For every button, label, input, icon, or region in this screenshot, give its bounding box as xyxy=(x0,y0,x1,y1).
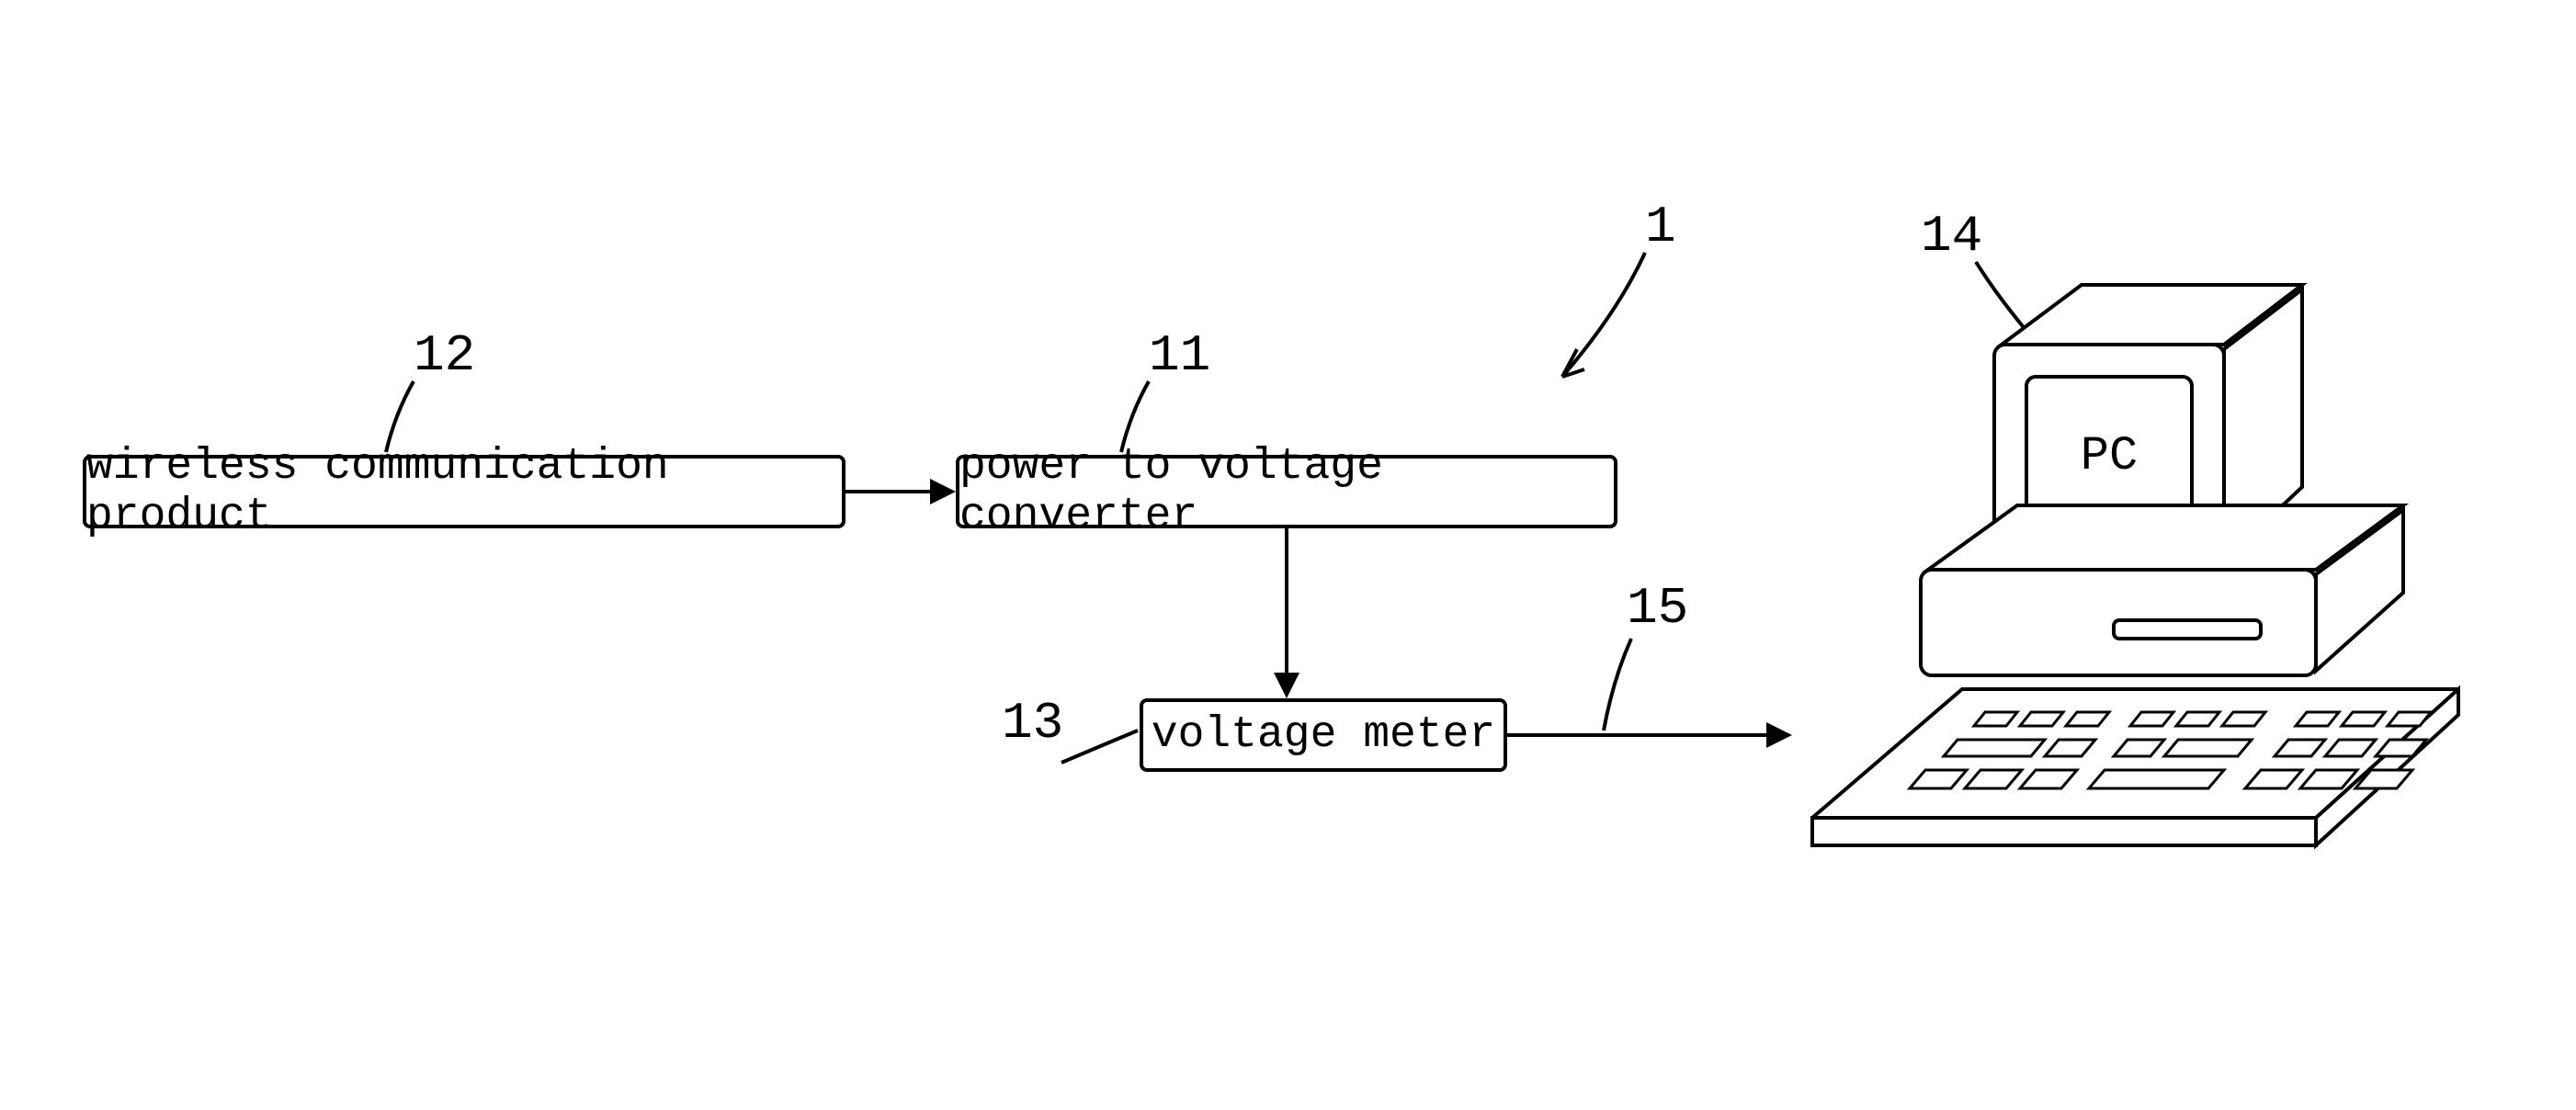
ref-13-leader xyxy=(1057,726,1144,781)
ref-15-leader xyxy=(1590,634,1654,735)
ref-11-leader xyxy=(1103,377,1176,459)
arrow-wireless-converter xyxy=(845,490,933,493)
arrow-wireless-converter-head xyxy=(930,479,956,504)
pc-computer: PC xyxy=(1801,257,2463,855)
voltage-meter-box: voltage meter xyxy=(1140,698,1507,772)
ref-12-leader xyxy=(368,377,441,459)
ref-15-label: 15 xyxy=(1627,579,1688,638)
arrow-meter-pc-head xyxy=(1766,722,1792,748)
converter-box: power to voltage converter xyxy=(956,455,1617,528)
pc-keyboard-icon xyxy=(1812,689,2458,845)
wireless-product-label: wireless communication product xyxy=(86,442,842,541)
voltage-meter-label: voltage meter xyxy=(1152,710,1495,760)
wireless-product-box: wireless communication product xyxy=(83,455,845,528)
pc-base-icon xyxy=(1921,505,2403,675)
ref-13-label: 13 xyxy=(1002,694,1063,753)
ref-1-leader xyxy=(1535,248,1654,395)
converter-label: power to voltage converter xyxy=(959,442,1614,541)
pc-screen-label: PC xyxy=(2081,429,2138,483)
arrow-converter-meter xyxy=(1285,528,1288,675)
arrow-converter-meter-head xyxy=(1274,673,1299,698)
